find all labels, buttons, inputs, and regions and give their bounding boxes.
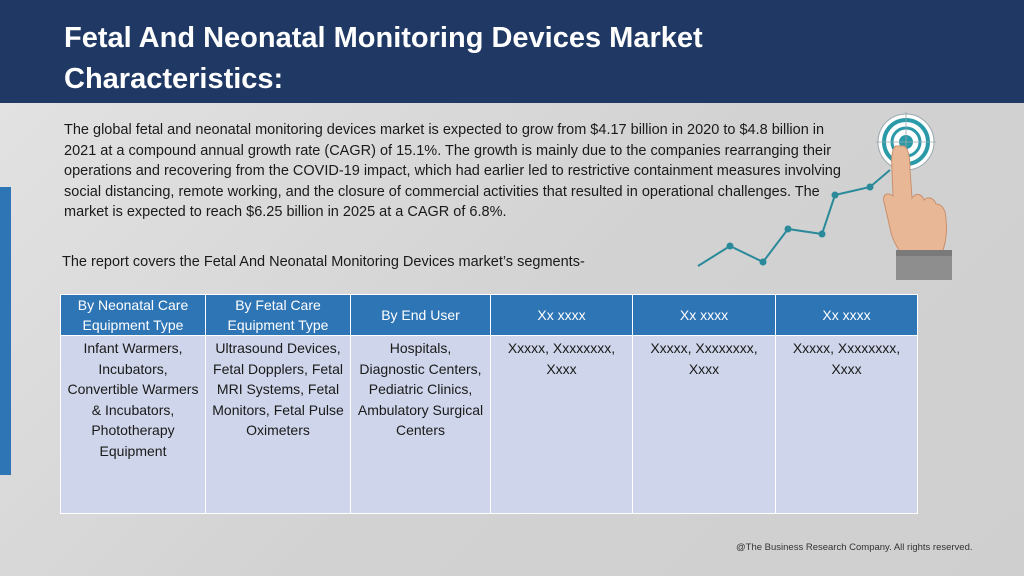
segment-cell: Xxxxx, Xxxxxxxx, Xxxx xyxy=(490,335,633,514)
segment-cell: Xxxxx, Xxxxxxxx, Xxxx xyxy=(632,335,776,514)
segment-cell: Infant Warmers, Incubators, Convertible … xyxy=(60,335,206,514)
page-title: Fetal And Neonatal Monitoring Devices Ma… xyxy=(64,22,703,95)
segment-cell: Xxxxx, Xxxxxxxx, Xxxx xyxy=(775,335,918,514)
segments-table: By Neonatal Care Equipment Type By Fetal… xyxy=(60,294,918,514)
copyright-footer: @The Business Research Company. All righ… xyxy=(736,542,973,553)
segment-cell: Hospitals, Diagnostic Centers, Pediatric… xyxy=(350,335,491,514)
growth-line-chart-icon xyxy=(697,169,891,267)
title-banner: Fetal And Neonatal Monitoring Devices Ma… xyxy=(0,0,1024,103)
pointing-hand-icon xyxy=(883,145,952,280)
segments-intro-text: The report covers the Fetal And Neonatal… xyxy=(62,254,585,270)
segment-header: By Fetal Care Equipment Type xyxy=(205,294,351,336)
segment-header: Xx xxxx xyxy=(632,294,776,336)
segment-cell: Ultrasound Devices, Fetal Dopplers, Feta… xyxy=(205,335,351,514)
table-row: Infant Warmers, Incubators, Convertible … xyxy=(60,335,918,514)
segment-header: Xx xxxx xyxy=(490,294,633,336)
finger-target-growth-icon xyxy=(697,112,952,280)
market-summary-paragraph: The global fetal and neonatal monitoring… xyxy=(64,122,841,220)
segments-header-row: By Neonatal Care Equipment Type By Fetal… xyxy=(60,294,918,336)
segment-header: Xx xxxx xyxy=(775,294,918,336)
segment-header: By End User xyxy=(350,294,491,336)
left-accent-bar xyxy=(0,187,11,475)
segment-header: By Neonatal Care Equipment Type xyxy=(60,294,206,336)
